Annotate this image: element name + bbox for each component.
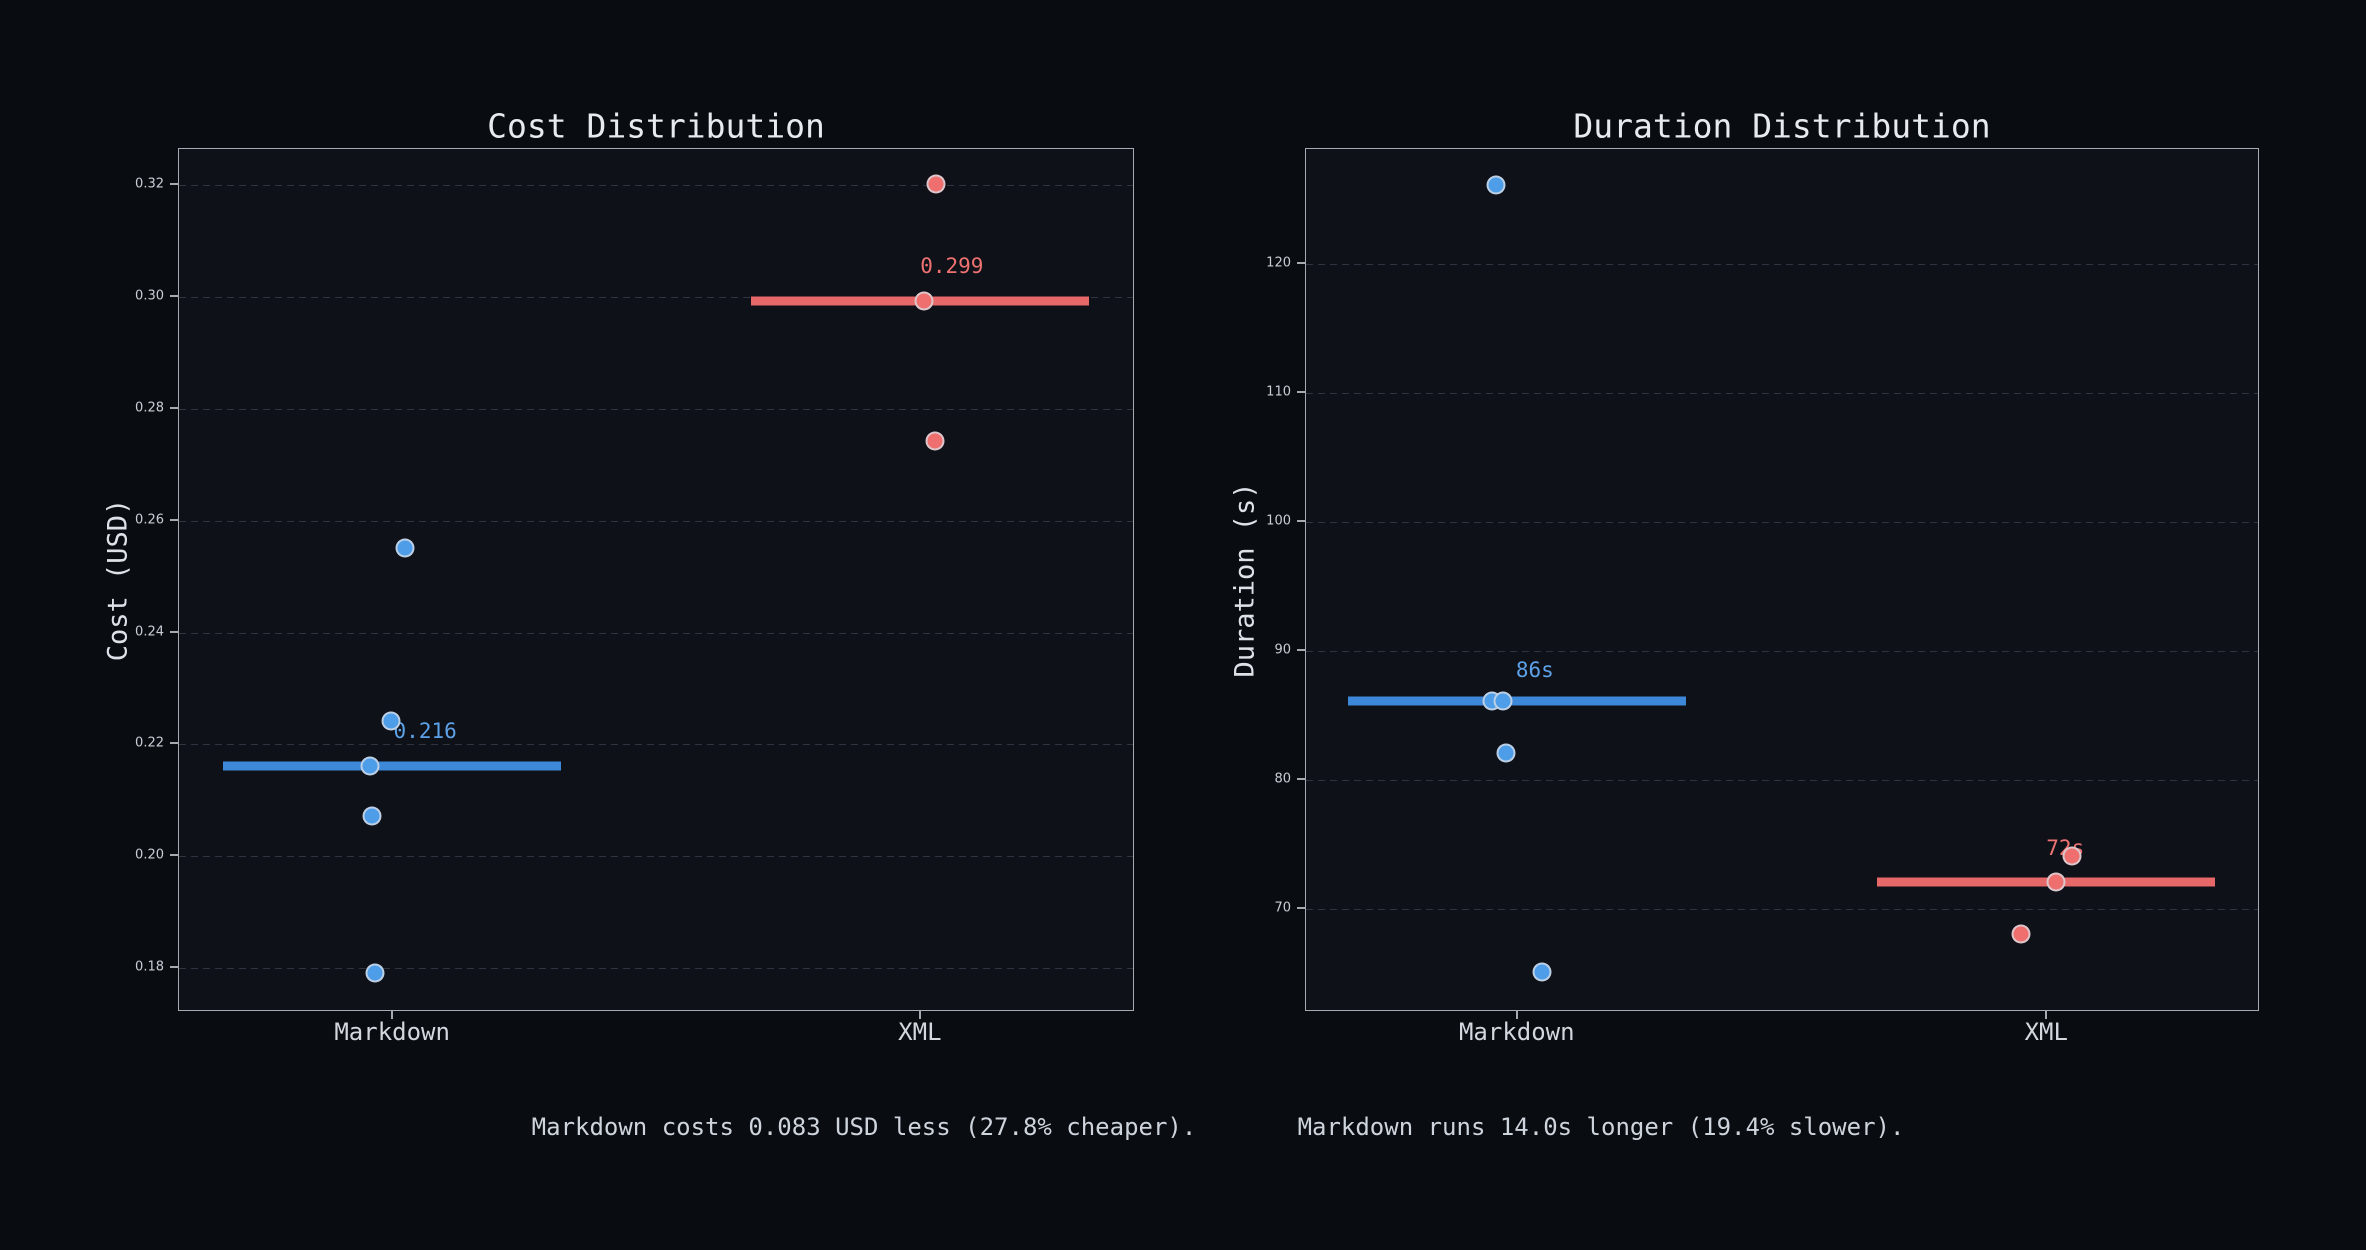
gridline [1306,779,2258,781]
gridline [179,520,1133,522]
y-tick-mark [1297,519,1305,522]
y-tick-mark [1297,648,1305,651]
y-tick-mark [1297,261,1305,264]
y-tick-mark [170,630,178,633]
y-tick-mark [1297,906,1305,909]
median-line [1877,877,2216,887]
median-line [223,761,562,771]
y-tick-label: 80 [1274,771,1291,787]
gridline [179,968,1133,970]
plot-area [1305,148,2259,1011]
x-tick-mark [391,1011,394,1019]
y-tick-label: 90 [1274,642,1291,658]
data-point-xml [925,431,945,451]
data-point-markdown [1532,962,1552,982]
gridline [1306,908,2258,910]
x-tick-mark [918,1011,921,1019]
x-tick-label: XML [898,1018,942,1046]
gridline [1306,263,2258,265]
data-point-markdown [360,756,380,776]
y-tick-mark [170,518,178,521]
median-value-label: 0.216 [393,718,457,743]
y-tick-mark [170,406,178,409]
y-tick-label: 0.22 [135,735,164,751]
data-point-xml [2046,872,2066,892]
data-point-markdown [365,963,385,983]
gridline [179,184,1133,186]
y-tick-mark [170,182,178,185]
y-tick-label: 0.30 [135,288,164,304]
y-tick-mark [1297,777,1305,780]
y-tick-mark [170,966,178,969]
chart-title: Cost Distribution [487,106,825,146]
cost-summary-caption: Markdown costs 0.083 USD less (27.8% che… [531,1113,1197,1141]
plot-area [178,148,1134,1011]
data-point-markdown [1486,175,1506,195]
gridline [179,296,1133,298]
data-point-xml [926,174,946,194]
y-tick-label: 0.26 [135,512,164,528]
y-tick-mark [170,294,178,297]
y-tick-label: 70 [1274,900,1291,916]
y-tick-label: 0.32 [135,176,164,192]
data-point-xml [2011,924,2031,944]
x-tick-mark [1515,1011,1518,1019]
median-value-label: 0.299 [920,254,984,279]
y-tick-label: 0.18 [135,959,164,975]
gridline [179,632,1133,634]
duration-summary-caption: Markdown runs 14.0s longer (19.4% slower… [1297,1113,1905,1141]
y-tick-mark [170,742,178,745]
data-point-xml [2062,846,2082,866]
x-tick-mark [2045,1011,2048,1019]
median-value-label: 86s [1515,658,1554,683]
gridline [1306,521,2258,523]
gridline [179,744,1133,746]
chart-title: Duration Distribution [1573,106,1991,146]
y-tick-label: 110 [1266,384,1291,400]
data-point-markdown [1496,743,1516,763]
data-point-markdown [1493,691,1513,711]
y-tick-label: 0.28 [135,400,164,416]
gridline [1306,650,2258,652]
y-tick-label: 120 [1266,255,1291,271]
data-point-xml [914,291,934,311]
y-tick-label: 0.24 [135,624,164,640]
y-tick-label: 100 [1266,513,1291,529]
x-tick-label: Markdown [334,1018,450,1046]
data-point-markdown [362,806,382,826]
y-tick-mark [1297,390,1305,393]
data-point-markdown [381,711,401,731]
x-tick-label: XML [2024,1018,2068,1046]
y-axis-label: Duration (s) [1229,481,1261,678]
median-line [1347,696,1686,706]
gridline [179,408,1133,410]
x-tick-label: Markdown [1458,1018,1575,1046]
gridline [1306,392,2258,394]
gridline [179,856,1133,858]
y-tick-mark [170,854,178,857]
y-axis-label: Cost (USD) [102,498,134,661]
data-point-markdown [395,538,415,558]
y-tick-label: 0.20 [135,847,164,863]
